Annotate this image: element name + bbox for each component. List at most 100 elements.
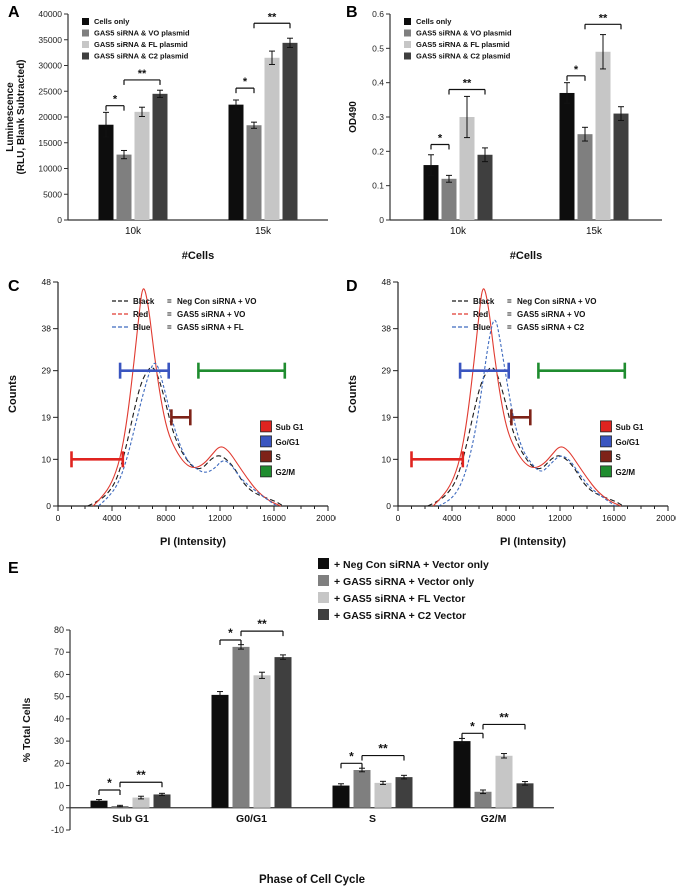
- gate-legend-label: Go/G1: [276, 438, 301, 447]
- sig-label: **: [378, 742, 388, 756]
- y-tick-label: 35000: [38, 35, 62, 45]
- legend-key: Black: [133, 297, 155, 306]
- legend-key: Blue: [133, 323, 151, 332]
- legend-swatch: [318, 558, 329, 569]
- x-tick-label: 8000: [497, 513, 516, 523]
- legend-swatch: [318, 592, 329, 603]
- y-tick-label: 20: [54, 758, 64, 768]
- legend-desc: GAS5 siRNA + FL: [177, 323, 244, 332]
- plot-area: 0 4000 8000 12000 16000 20000 0 10 19 29 38 48 Black…: [7, 277, 336, 548]
- x-tick-label: 12000: [208, 513, 232, 523]
- bar: [613, 113, 629, 220]
- y-tick-label: 80: [54, 625, 64, 635]
- plot-area: 0 4000 8000 12000 16000 20000 0 10 19 29 38 48 Black…: [347, 277, 676, 548]
- sig-label: *: [470, 719, 475, 733]
- y-tick-label: 38: [42, 324, 52, 334]
- histogram-curve: [427, 367, 624, 507]
- y-tick-label: 19: [382, 412, 392, 422]
- gate-legend-label: Sub G1: [616, 423, 645, 432]
- legend-equals: =: [507, 297, 512, 306]
- bar: [459, 117, 475, 220]
- bar: [441, 178, 457, 220]
- bar: [495, 755, 513, 808]
- sig-label: *: [107, 776, 112, 790]
- gate-legend-label: Go/G1: [616, 438, 641, 447]
- y-tick-label: 29: [42, 366, 52, 376]
- histogram-curve: [87, 367, 284, 507]
- x-tick-label: 4000: [443, 513, 462, 523]
- panel-a-chart: 0 5000 10000 15000 20000 25000 30000 35000 40000…: [5, 9, 328, 262]
- bar: [98, 124, 114, 220]
- y-tick-label: 30: [54, 736, 64, 746]
- y-tick-label: 10: [54, 781, 64, 791]
- sig-label: **: [499, 710, 509, 724]
- y-tick-label: 40000: [38, 9, 62, 19]
- y-tick-label: 30000: [38, 61, 62, 71]
- panel-label-b: B: [346, 4, 358, 21]
- panel-label-a: A: [8, 4, 20, 21]
- category-label: 10k: [450, 226, 467, 237]
- x-axis-title: PI (Intensity): [160, 536, 226, 548]
- gate-legend-label: S: [616, 453, 622, 462]
- gate-legend-swatch: [260, 450, 272, 463]
- sig-label: *: [243, 76, 248, 88]
- y-tick-label: 5000: [43, 189, 62, 199]
- legend-label: + GAS5 siRNA + Vector only: [334, 576, 474, 588]
- legend-desc: GAS5 siRNA + VO: [517, 310, 585, 319]
- legend-swatch: [318, 575, 329, 586]
- y-tick-label: 0: [57, 215, 62, 225]
- sig-label: *: [228, 626, 233, 640]
- legend-label: GAS5 siRNA & C2 plasmid: [94, 52, 189, 61]
- y-axis-title: Luminescence: [5, 82, 16, 152]
- y-tick-label: 0.6: [372, 9, 384, 19]
- legend-desc: Neg Con siRNA + VO: [517, 297, 597, 306]
- legend-label: + GAS5 siRNA + FL Vector: [334, 593, 465, 605]
- bar: [516, 783, 534, 808]
- y-tick-label: 25000: [38, 86, 62, 96]
- legend-label: GAS5 siRNA & VO plasmid: [416, 29, 512, 38]
- gate-legend-swatch: [600, 435, 612, 448]
- legend-key: Blue: [473, 323, 491, 332]
- gate-legend-label: G2/M: [616, 468, 636, 477]
- bar: [577, 134, 593, 220]
- category-label: 10k: [125, 226, 142, 237]
- y-axis-title: Counts: [7, 375, 19, 413]
- bar: [374, 782, 392, 808]
- y-tick-label: 48: [42, 277, 52, 287]
- y-tick-label: 0.5: [372, 43, 384, 53]
- legend-desc: GAS5 siRNA + VO: [177, 310, 245, 319]
- panel-d-chart: 0 4000 8000 12000 16000 20000 0 10 19 29 38 48 Black…: [347, 277, 676, 548]
- sig-label: *: [349, 749, 354, 763]
- panel-label-d: D: [346, 278, 358, 295]
- sig-label: **: [599, 12, 608, 24]
- bar: [264, 57, 280, 221]
- legend-swatch: [82, 29, 89, 37]
- y-tick-label: 10: [382, 454, 392, 464]
- x-axis-title: #Cells: [510, 250, 542, 262]
- x-tick-label: 0: [56, 513, 61, 523]
- y-tick-label: 0: [386, 501, 391, 511]
- legend-swatch: [82, 18, 89, 25]
- panel-label-e: E: [8, 560, 19, 577]
- y-axis-title: % Total Cells: [21, 698, 33, 763]
- legend-key: Black: [473, 297, 495, 306]
- y-tick-label: 0: [59, 803, 64, 813]
- bar: [477, 154, 493, 220]
- category-label: 15k: [255, 226, 272, 237]
- gate-legend-swatch: [260, 465, 272, 478]
- bar: [559, 92, 575, 220]
- bar: [395, 777, 413, 808]
- sig-label: *: [113, 94, 118, 106]
- x-tick-label: 12000: [548, 513, 572, 523]
- legend-key: Red: [473, 310, 488, 319]
- gate-legend-label: G2/M: [276, 468, 296, 477]
- legend-swatch: [82, 52, 89, 60]
- legend-desc: GAS5 siRNA + C2: [517, 323, 585, 332]
- x-tick-label: 16000: [602, 513, 626, 523]
- bar: [232, 646, 250, 808]
- bar: [253, 675, 271, 808]
- histogram-curve: [92, 288, 281, 507]
- legend-swatch: [404, 29, 411, 37]
